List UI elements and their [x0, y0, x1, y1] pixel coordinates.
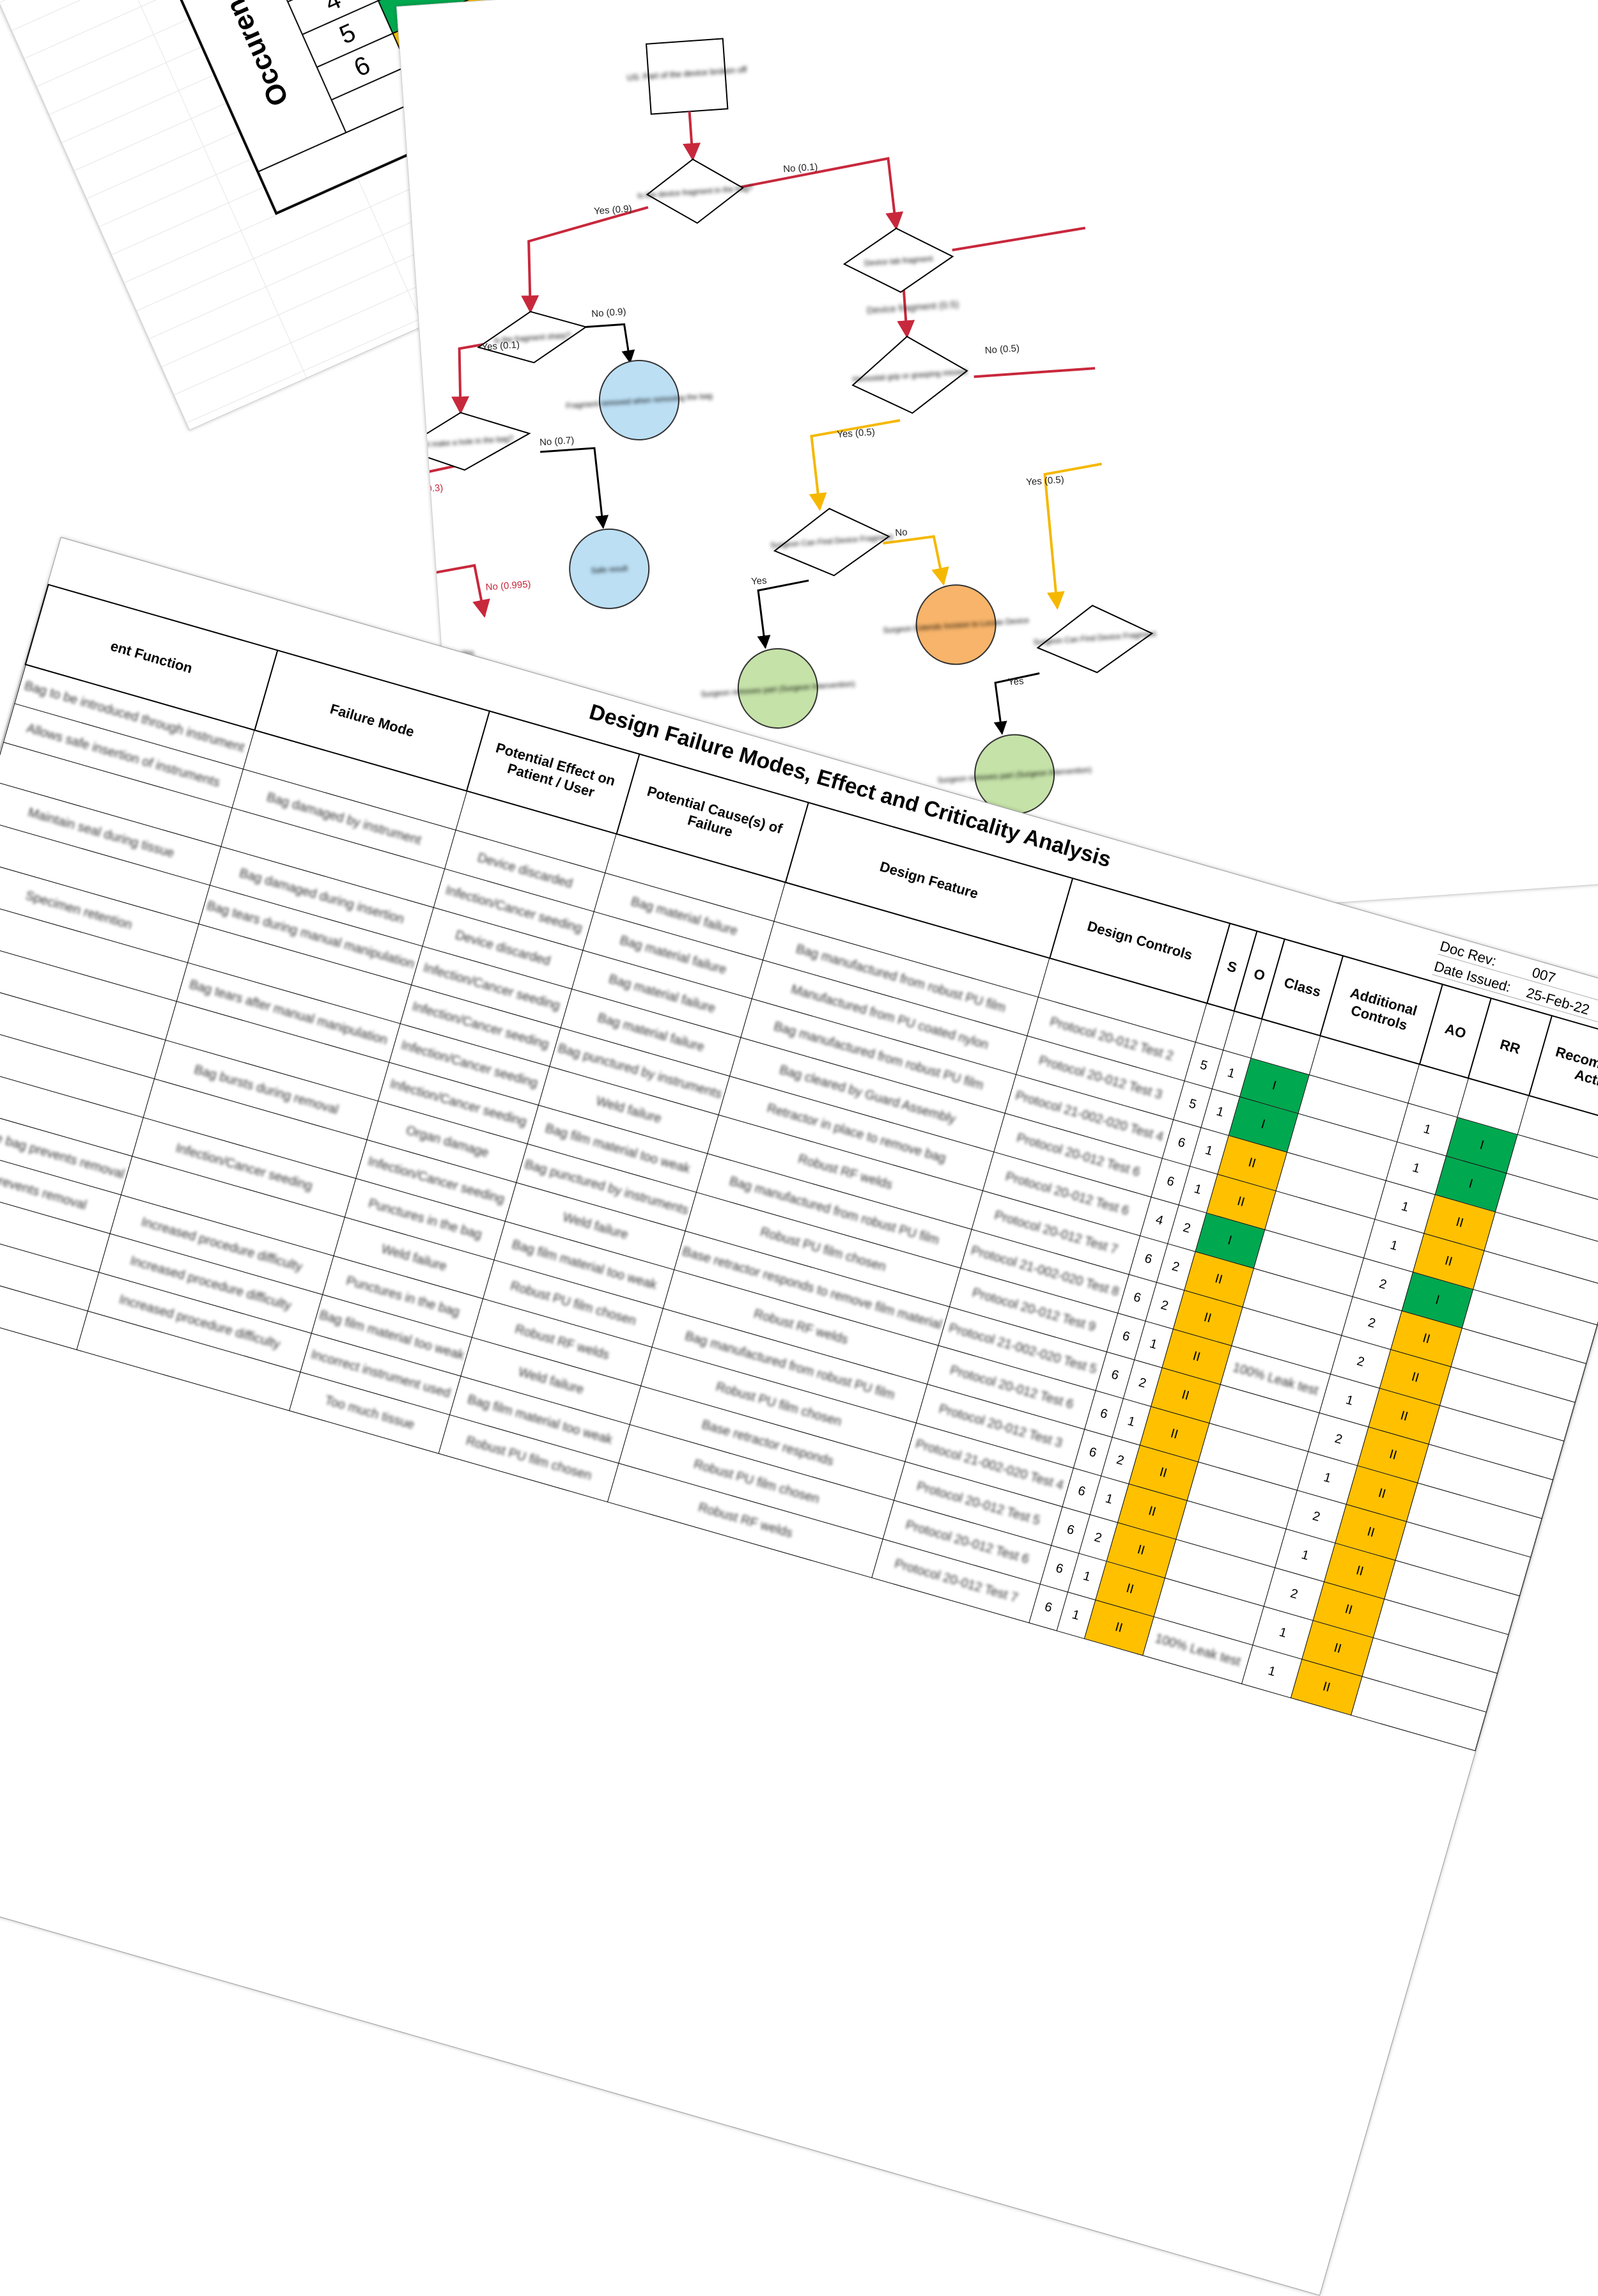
decision-tree-sheet: US: Part of the device broken off [396, 0, 1598, 965]
decision-hemostat [851, 336, 968, 414]
decision-find-fragment-2 [1036, 605, 1154, 674]
outcome-safe-result [569, 528, 650, 609]
edge-label-yes-03: Yes (0.3) [405, 483, 444, 496]
edge-label-yes-b: Yes [1007, 676, 1024, 688]
outcome-surgeon-removes-1 [737, 648, 818, 729]
edge-label-no-01: No (0.1) [783, 162, 818, 175]
edge-label-no: No [895, 527, 908, 538]
outcome-fragment-removed [598, 360, 679, 441]
edge-label-yes-05: Yes (0.5) [837, 426, 876, 440]
edge-label-yes-09: Yes (0.9) [594, 203, 633, 217]
outcome-extend-incision [915, 584, 997, 665]
edge-label-no-05: No (0.5) [984, 343, 1020, 356]
edge-label-no-0995: No (0.995) [485, 579, 531, 593]
edge-label-no-09: No (0.9) [591, 306, 626, 320]
edge-label-no-07: No (0.7) [539, 435, 575, 448]
edge-label-device-fragment: Device fragment (0.5) [866, 299, 959, 316]
edge-label-yes-01: Yes (0.1) [481, 339, 520, 353]
edge-label-yes-05-b: Yes (0.5) [1026, 474, 1065, 488]
outcome-text-safe: Safe result [591, 564, 628, 575]
decision-in-bag [646, 159, 744, 224]
decision-tab-fragment [842, 228, 954, 293]
decision-find-fragment-1 [773, 508, 890, 577]
decision-tree-diagram: US: Part of the device broken off [397, 38, 1157, 815]
edge-label-yes: Yes [751, 575, 768, 587]
decision-sharp [477, 311, 588, 364]
